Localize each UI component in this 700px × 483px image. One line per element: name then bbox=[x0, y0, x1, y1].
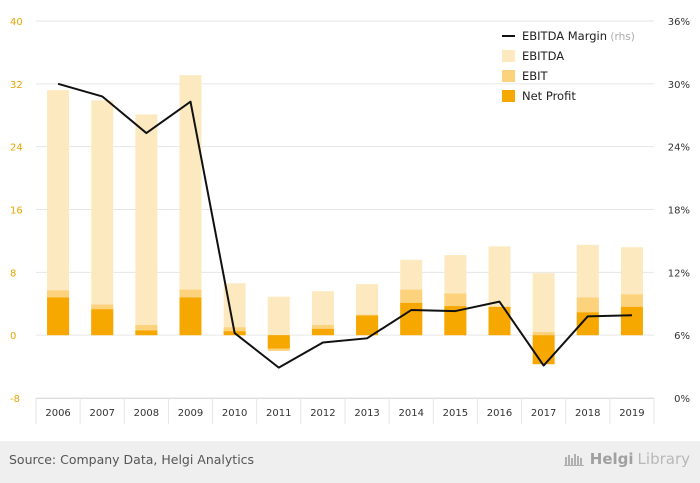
bar-ebitda bbox=[91, 100, 114, 336]
x-tick-label: 2011 bbox=[266, 408, 291, 419]
bar-net-profit bbox=[356, 315, 379, 336]
bar-net-profit bbox=[47, 297, 70, 336]
x-tick-label: 2010 bbox=[222, 408, 247, 419]
y2-tick-label: 36% bbox=[668, 17, 690, 28]
y2-tick-label: 0% bbox=[674, 394, 690, 405]
bar-net-profit bbox=[135, 330, 158, 336]
x-tick-label: 2006 bbox=[45, 408, 70, 419]
margin-line bbox=[57, 82, 632, 369]
bar-net-profit bbox=[444, 306, 467, 336]
bar-ebitda bbox=[47, 90, 70, 336]
bar-net-profit bbox=[488, 306, 511, 336]
legend-label: EBITDA Margin (rhs) bbox=[522, 29, 635, 43]
gridlines bbox=[36, 20, 654, 399]
x-tick-label: 2012 bbox=[310, 408, 335, 419]
line-ebitda-margin bbox=[57, 82, 632, 369]
legend-swatch bbox=[502, 50, 515, 62]
y-tick-label: -8 bbox=[10, 394, 20, 405]
legend-label: EBIT bbox=[522, 69, 549, 83]
helgi-library-logo: Helgi Library bbox=[563, 450, 690, 468]
x-tick-label: 2008 bbox=[134, 408, 159, 419]
x-tick-label: 2019 bbox=[619, 408, 644, 419]
x-tick-label: 2014 bbox=[398, 408, 423, 419]
legend-rhs-note: (rhs) bbox=[607, 31, 635, 43]
legend-label: EBITDA bbox=[522, 49, 564, 63]
legend: EBITDA Margin (rhs) EBITDA EBIT Net Profit bbox=[502, 29, 635, 103]
bars bbox=[47, 75, 643, 365]
chart: -8 0 8 16 24 32 40 0% 6% 12% 18% 24% 30% 36% 2006 2007 2… bbox=[10, 17, 690, 424]
bar-ebitda bbox=[135, 114, 158, 336]
bar-ebit bbox=[135, 324, 158, 336]
bar-net-profit bbox=[311, 328, 334, 336]
footer: Source: Company Data, Helgi Analytics He… bbox=[0, 441, 700, 483]
bar-ebitda bbox=[311, 291, 334, 336]
y2-tick-label: 30% bbox=[668, 80, 690, 91]
y-tick-label: 0 bbox=[10, 331, 16, 342]
y-tick-label: 24 bbox=[10, 143, 23, 154]
bar-ebitda bbox=[223, 283, 246, 336]
x-tick-label: 2007 bbox=[89, 408, 114, 419]
logo-bold: Helgi bbox=[589, 450, 634, 468]
y-tick-label: 16 bbox=[10, 206, 23, 217]
legend-label: Net Profit bbox=[522, 89, 576, 103]
legend-swatch bbox=[502, 70, 515, 82]
x-tick-label: 2013 bbox=[354, 408, 379, 419]
y-tick-label: 40 bbox=[10, 17, 23, 28]
y-tick-label: 32 bbox=[10, 80, 23, 91]
bar-ebitda bbox=[267, 296, 290, 336]
y2-tick-label: 6% bbox=[674, 331, 690, 342]
bar-net-profit bbox=[179, 297, 202, 336]
source-note: Source: Company Data, Helgi Analytics bbox=[9, 452, 255, 467]
bar-net-profit bbox=[267, 335, 290, 349]
y-tick-label: 8 bbox=[10, 268, 16, 279]
x-tick-label: 2018 bbox=[575, 408, 600, 419]
bar-net-profit bbox=[400, 302, 423, 336]
x-tick-label: 2009 bbox=[178, 408, 203, 419]
library-logo-icon bbox=[563, 454, 584, 466]
bar-ebitda bbox=[532, 273, 555, 336]
x-tick-label: 2016 bbox=[487, 408, 512, 419]
axes: -8 0 8 16 24 32 40 0% 6% 12% 18% 24% 30% 36% 2006 2007 2… bbox=[10, 17, 690, 424]
bar-net-profit bbox=[576, 312, 599, 336]
y2-tick-label: 24% bbox=[668, 143, 690, 154]
legend-swatch bbox=[502, 90, 515, 102]
bar-net-profit bbox=[532, 335, 555, 365]
logo-light: Library bbox=[637, 450, 690, 468]
bar-ebit bbox=[532, 332, 555, 336]
x-tick-label: 2017 bbox=[531, 408, 556, 419]
bar-net-profit bbox=[91, 309, 114, 336]
bar-ebitda bbox=[179, 75, 202, 336]
x-tick-label: 2015 bbox=[443, 408, 468, 419]
y2-tick-label: 12% bbox=[668, 268, 690, 279]
y2-tick-label: 18% bbox=[668, 206, 690, 217]
bar-net-profit bbox=[620, 306, 643, 336]
